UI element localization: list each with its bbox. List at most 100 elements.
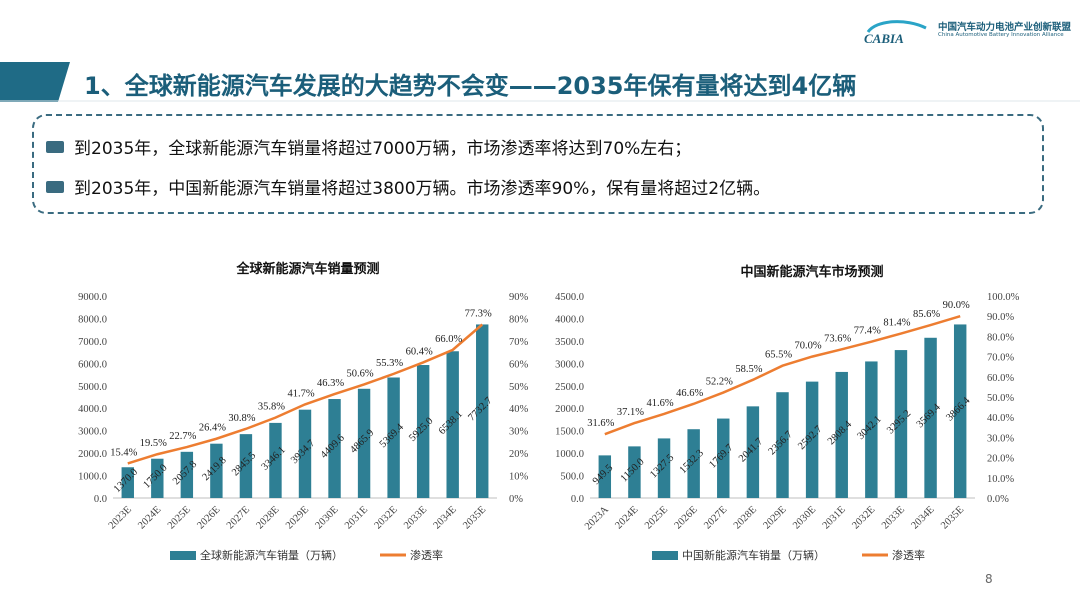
y2-tick-label: 70.0% (987, 353, 1014, 364)
y2-tick-label: 20.0% (987, 454, 1014, 465)
y-tick-label: 8000.0 (78, 314, 107, 325)
y-tick-label: 7000.0 (78, 337, 107, 348)
bar (298, 409, 312, 498)
page-title: 1、全球新能源汽车发展的大趋势不会变——2035年保有量将达到4亿辆 (84, 72, 857, 100)
line-value-label: 30.8% (228, 413, 255, 424)
bullet-icon (46, 181, 64, 193)
bar (328, 399, 341, 498)
page-number: 8 (985, 572, 993, 586)
bar (865, 361, 878, 498)
bar (894, 350, 908, 498)
y-tick-label: 0.0 (94, 494, 107, 505)
bar (776, 392, 789, 498)
summary-bullet-2-text: 到2035年，中国新能源汽车销量将超过3800万辆。市场渗透率90%，保有量将超… (74, 179, 771, 199)
y-tick-label: 0.0 (571, 494, 584, 505)
y-tick-label: 3500.0 (555, 337, 584, 348)
bar (657, 438, 671, 498)
line-value-label: 73.6% (824, 333, 851, 344)
y2-tick-label: 90% (509, 292, 529, 303)
y-tick-label: 6000.0 (78, 359, 107, 370)
x-tick-label: 2023A (583, 504, 611, 532)
chart-title: 全球新能源汽车销量预测 (235, 261, 379, 277)
y2-tick-label: 50% (509, 382, 529, 393)
logo-mark-text: CABIA (864, 31, 904, 46)
x-tick-label: 2030E (791, 504, 818, 531)
y2-tick-label: 30.0% (987, 433, 1014, 444)
y2-tick-label: 20% (509, 449, 529, 460)
y2-tick-label: 80% (509, 314, 529, 325)
line-value-label: 26.4% (199, 423, 226, 434)
bar (805, 381, 819, 498)
legend-bar-swatch (170, 551, 196, 560)
bar (598, 455, 612, 498)
y2-tick-label: 0.0% (987, 494, 1009, 505)
summary-bullet-2: 到2035年，中国新能源汽车销量将超过3800万辆。市场渗透率90%，保有量将超… (46, 174, 770, 199)
line-value-label: 55.3% (376, 358, 403, 369)
line-value-label: 35.8% (258, 402, 285, 413)
y2-tick-label: 50.0% (987, 393, 1014, 404)
legend-bar-swatch (652, 551, 678, 560)
line-value-label: 90.0% (943, 300, 970, 311)
title-bar-shape (0, 62, 1080, 102)
logo-cn-name: 中国汽车动力电池产业创新联盟 (938, 22, 1072, 33)
cabia-logo-mark: CABIA (864, 20, 927, 46)
y2-tick-label: 80.0% (987, 332, 1014, 343)
line-value-label: 58.5% (735, 364, 762, 375)
line-value-label: 19.5% (140, 438, 167, 449)
bar (835, 371, 848, 498)
bar (357, 388, 371, 498)
x-tick-label: 2032E (850, 504, 877, 531)
line-value-label: 50.6% (347, 368, 374, 379)
summary-bullet-1-text: 到2035年，全球新能源汽车销量将超过7000万辆，市场渗透率将达到70%左右； (74, 139, 692, 159)
bar (628, 446, 641, 498)
y2-tick-label: 40.0% (987, 413, 1014, 424)
line-value-label: 46.6% (676, 388, 703, 399)
legend-bar-label: 中国新能源汽车销量（万辆） (682, 548, 825, 562)
y-tick-label: 2000.0 (78, 449, 107, 460)
legend-line-label: 渗透率 (892, 548, 925, 562)
logo-en-name: China Automotive Battery Innovation Alli… (938, 32, 1064, 38)
x-tick-label: 2024E (613, 504, 640, 531)
bar (476, 324, 489, 498)
y2-tick-label: 70% (509, 337, 529, 348)
line-value-label: 77.4% (854, 326, 881, 337)
line-value-label: 22.7% (169, 431, 196, 442)
title-bar: 1、全球新能源汽车发展的大趋势不会变——2035年保有量将达到4亿辆 (0, 62, 1080, 102)
chart-title: 中国新能源汽车市场预测 (740, 264, 883, 280)
x-tick-label: 2035E (939, 504, 966, 531)
y2-tick-label: 10.0% (987, 474, 1014, 485)
y-tick-label: 9000.0 (78, 292, 107, 303)
summary-box: 到2035年，全球新能源汽车销量将超过7000万辆，市场渗透率将达到70%左右；… (32, 114, 1044, 214)
bar (151, 458, 164, 498)
y2-tick-label: 60.0% (987, 373, 1014, 384)
x-tick-label: 2027E (702, 504, 729, 531)
line-value-label: 52.2% (706, 377, 733, 388)
x-tick-label: 2029E (761, 504, 788, 531)
bar (121, 467, 134, 498)
y2-tick-label: 40% (509, 404, 529, 415)
x-tick-label: 2034E (910, 504, 937, 531)
y-tick-label: 3000.0 (78, 427, 107, 438)
line-value-label: 15.4% (110, 447, 137, 458)
x-tick-label: 2025E (643, 504, 670, 531)
y-tick-label: 2500.0 (555, 382, 584, 393)
bar (210, 443, 223, 498)
y2-tick-label: 0% (509, 494, 523, 505)
bar (416, 365, 430, 498)
line-value-label: 77.3% (465, 309, 492, 320)
line-value-label: 46.3% (317, 378, 344, 389)
line-value-label: 60.4% (406, 346, 433, 357)
y-tick-label: 3000.0 (555, 359, 584, 370)
penetration-line (604, 315, 961, 436)
bar (924, 337, 937, 498)
bar (717, 418, 730, 498)
bullet-icon (46, 141, 64, 153)
y2-tick-label: 30% (509, 427, 529, 438)
y-tick-label: 1000.0 (78, 472, 107, 483)
legend-line-label: 渗透率 (410, 548, 443, 562)
cabia-logo: CABIA 中国汽车动力电池产业创新联盟 China Automotive Ba… (862, 16, 1072, 46)
line-value-label: 81.4% (883, 318, 910, 329)
legend-bar-label: 全球新能源汽车销量（万辆） (200, 548, 343, 562)
